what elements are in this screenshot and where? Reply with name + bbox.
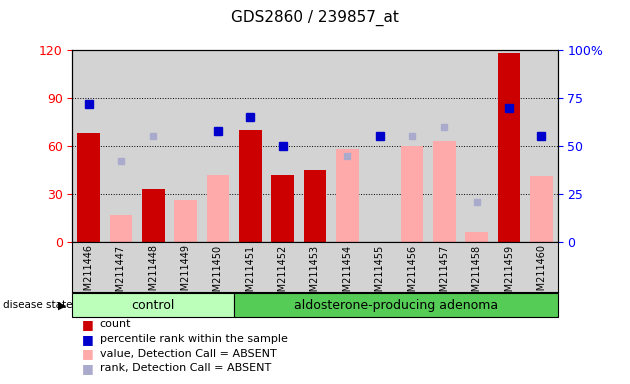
Bar	[72, 293, 234, 317]
Text: GSM211454: GSM211454	[342, 245, 352, 303]
Text: GSM211451: GSM211451	[245, 245, 255, 303]
Bar	[466, 232, 488, 242]
Bar	[207, 175, 229, 242]
Text: count: count	[100, 319, 131, 329]
Text: disease state: disease state	[3, 300, 72, 310]
Bar	[304, 184, 326, 242]
Bar	[142, 189, 164, 242]
Bar	[175, 200, 197, 242]
Bar	[336, 149, 358, 242]
Text: GSM211458: GSM211458	[472, 245, 482, 303]
Text: ■: ■	[82, 362, 94, 375]
Text: GSM211448: GSM211448	[148, 245, 158, 303]
Text: GSM211452: GSM211452	[278, 245, 288, 304]
Text: GSM211450: GSM211450	[213, 245, 223, 303]
Text: GDS2860 / 239857_at: GDS2860 / 239857_at	[231, 10, 399, 26]
Text: ■: ■	[82, 347, 94, 360]
Text: GSM211455: GSM211455	[375, 245, 385, 304]
Bar	[77, 133, 100, 242]
Bar	[239, 130, 261, 242]
Bar	[401, 146, 423, 242]
Text: ▶: ▶	[58, 300, 66, 310]
Bar	[272, 175, 294, 242]
Bar	[234, 293, 558, 317]
Text: percentile rank within the sample: percentile rank within the sample	[100, 334, 287, 344]
Bar	[498, 53, 520, 242]
Text: GSM211453: GSM211453	[310, 245, 320, 303]
Text: rank, Detection Call = ABSENT: rank, Detection Call = ABSENT	[100, 363, 271, 373]
Text: control: control	[132, 299, 175, 312]
Text: GSM211456: GSM211456	[407, 245, 417, 303]
Text: GSM211446: GSM211446	[84, 245, 94, 303]
Text: GSM211449: GSM211449	[181, 245, 191, 303]
Text: value, Detection Call = ABSENT: value, Detection Call = ABSENT	[100, 349, 277, 359]
Text: ■: ■	[82, 333, 94, 346]
Text: GSM211460: GSM211460	[536, 245, 546, 303]
Text: GSM211447: GSM211447	[116, 245, 126, 303]
Text: GSM211459: GSM211459	[504, 245, 514, 303]
Bar	[304, 170, 326, 242]
Bar	[433, 141, 455, 242]
Bar	[530, 176, 553, 242]
Bar	[110, 215, 132, 242]
Text: ■: ■	[82, 318, 94, 331]
Text: aldosterone-producing adenoma: aldosterone-producing adenoma	[294, 299, 498, 312]
Text: GSM211457: GSM211457	[439, 245, 449, 304]
